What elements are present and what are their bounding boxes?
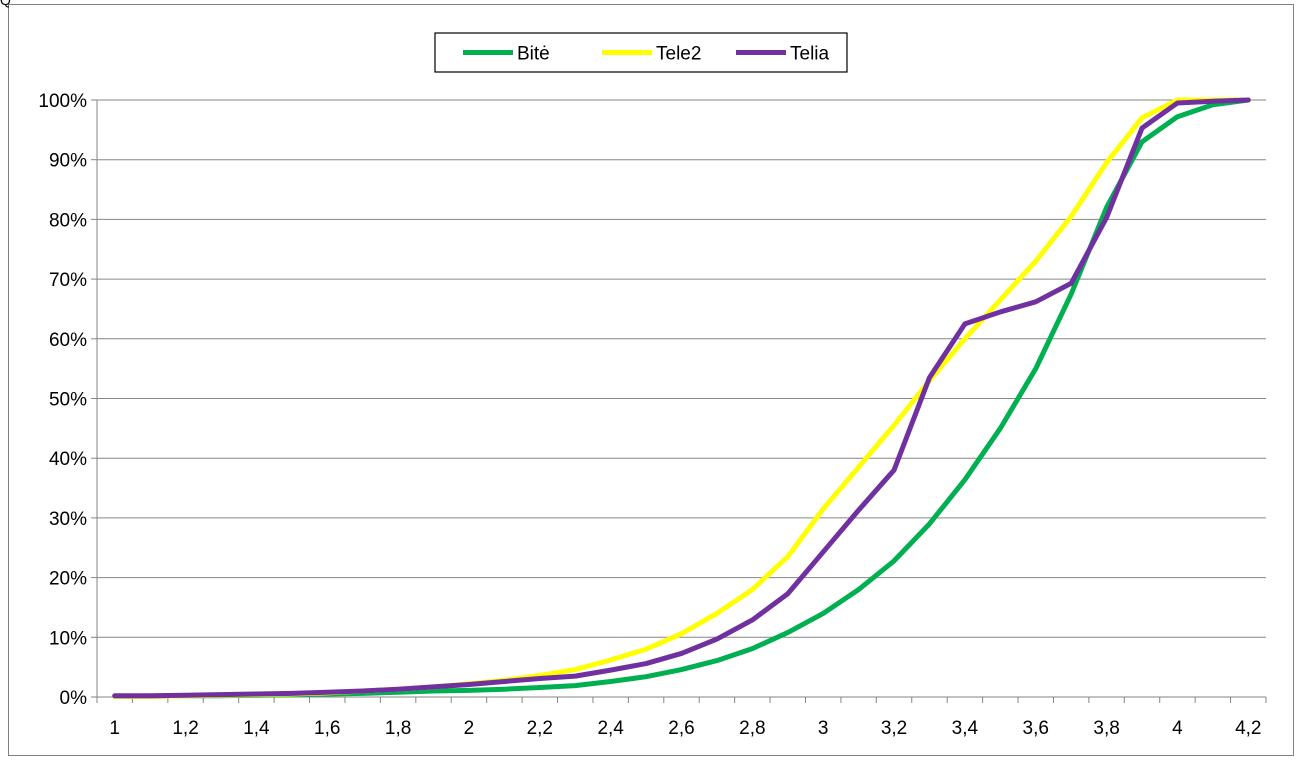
x-tick-label: 3,2	[881, 718, 907, 739]
series-lines	[112, 97, 1251, 699]
x-tick-label: 3,4	[952, 718, 979, 739]
x-tick-label: 1,4	[243, 718, 270, 739]
legend-label: Bitė	[517, 44, 550, 65]
y-tick-label: 20%	[49, 569, 87, 590]
y-tick-label: 80%	[49, 210, 87, 231]
x-tick-label: 3,6	[1023, 718, 1049, 739]
gridlines	[97, 99, 1266, 638]
y-tick-label: 70%	[49, 270, 87, 291]
x-tick-label: 4	[1172, 718, 1183, 739]
legend: Bitė Tele2 Telia	[434, 32, 848, 73]
y-tick-label: 50%	[49, 390, 87, 411]
x-tick-label: 2,4	[597, 718, 624, 739]
x-tick-label: 1,8	[385, 718, 411, 739]
y-tick-label: 90%	[49, 151, 87, 172]
y-tick-label: 40%	[49, 449, 87, 470]
y-axis-tick-labels: 0% 10% 20% 30% 40% 50% 60% 70% 80% 90% 100%	[38, 91, 87, 709]
x-tick-label: 2	[464, 718, 475, 739]
clipped-text-fragment: Q	[0, 0, 11, 8]
x-tick-label: 1	[109, 718, 120, 739]
x-tick-label: 1,6	[314, 718, 340, 739]
x-tick-label: 2,6	[668, 718, 694, 739]
series-line-2	[112, 97, 1251, 699]
x-tick-label: 2,8	[739, 718, 765, 739]
y-tick-label: 0%	[60, 688, 88, 709]
x-tick-label: 3,8	[1093, 718, 1119, 739]
y-tick-label: 100%	[38, 91, 87, 112]
x-tick-label: 3	[818, 718, 829, 739]
x-tick-label: 4,2	[1235, 718, 1261, 739]
y-tick-label: 60%	[49, 330, 87, 351]
legend-label: Telia	[790, 44, 830, 65]
x-tick-label: 2,2	[527, 718, 553, 739]
y-tick-label: 30%	[49, 509, 87, 530]
x-axis-tick-labels: 1 1,2 1,4 1,6 1,8 2 2,2 2,4 2,6 2,8 3 3,2 3,4 3,6 3,8 4…	[109, 718, 1261, 739]
chart-frame	[8, 4, 1294, 756]
x-tick-label: 1,2	[172, 718, 198, 739]
legend-label: Tele2	[656, 44, 701, 65]
y-tick-label: 10%	[49, 628, 87, 649]
